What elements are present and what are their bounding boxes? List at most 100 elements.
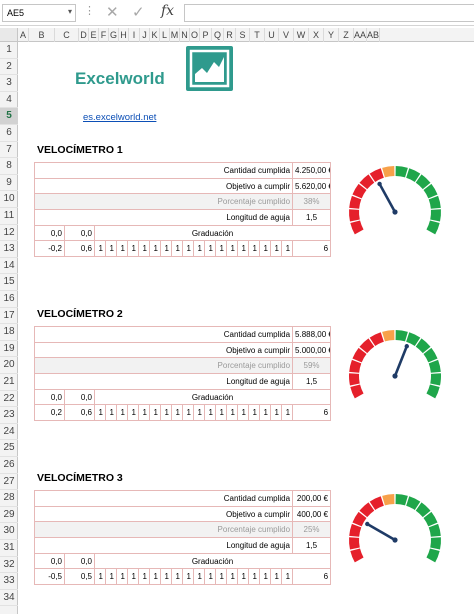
row-header-6[interactable]: 6 <box>0 125 18 142</box>
objetivo-cell[interactable]: 5.000,00 € <box>292 341 332 359</box>
column-header-v[interactable]: V <box>279 28 294 42</box>
graduation-cell[interactable]: 1 <box>171 568 183 586</box>
column-header-d[interactable]: D <box>79 28 89 42</box>
row-header-26[interactable]: 26 <box>0 457 18 474</box>
column-header-f[interactable]: F <box>99 28 109 42</box>
graduation-cell[interactable]: 1 <box>248 404 260 422</box>
graduation-cell[interactable]: 1 <box>94 240 106 258</box>
porcentaje-cell[interactable]: 25% <box>292 521 332 539</box>
graduation-cell[interactable]: 6 <box>292 404 332 422</box>
graduation-cell[interactable]: 1 <box>116 568 128 586</box>
graduation-cell[interactable]: 1 <box>280 568 294 586</box>
chevron-down-icon[interactable]: ▾ <box>67 7 72 16</box>
objetivo-cell[interactable]: 5.620,00 € <box>292 177 332 195</box>
graduation-cell[interactable]: 1 <box>280 404 294 422</box>
graduation-cell[interactable]: 1 <box>138 568 150 586</box>
row-header-20[interactable]: 20 <box>0 357 18 374</box>
cantidad-cell[interactable]: 200,00 € <box>292 490 332 507</box>
row-header-21[interactable]: 21 <box>0 374 18 391</box>
row-header-15[interactable]: 15 <box>0 274 18 291</box>
graduation-cell[interactable]: 6 <box>292 240 332 258</box>
graduation-cell[interactable]: 1 <box>127 404 139 422</box>
graduation-cell[interactable]: 1 <box>270 404 282 422</box>
cell[interactable]: 0,0 <box>64 224 95 242</box>
graduation-cell[interactable]: 1 <box>226 240 238 258</box>
column-header-j[interactable]: J <box>140 28 150 42</box>
cantidad-cell[interactable]: 4.250,00 € <box>292 162 332 179</box>
row-header-9[interactable]: 9 <box>0 175 18 192</box>
graduation-cell[interactable]: 1 <box>160 404 172 422</box>
graduation-cell[interactable]: 1 <box>94 568 106 586</box>
graduation-cell[interactable]: 0,2 <box>34 404 65 422</box>
graduation-cell[interactable]: 1 <box>237 568 249 586</box>
row-header-5[interactable]: 5 <box>0 108 18 125</box>
column-header-y[interactable]: Y <box>324 28 339 42</box>
graduation-cell[interactable]: 1 <box>171 404 183 422</box>
graduation-cell[interactable]: 1 <box>248 568 260 586</box>
graduation-cell[interactable]: 1 <box>193 240 205 258</box>
graduation-cell[interactable]: 1 <box>116 404 128 422</box>
row-header-32[interactable]: 32 <box>0 557 18 574</box>
graduation-cell[interactable]: 1 <box>138 240 150 258</box>
column-header-r[interactable]: R <box>224 28 236 42</box>
graduation-cell[interactable]: 1 <box>182 240 194 258</box>
graduation-cell[interactable]: 1 <box>215 240 227 258</box>
row-header-19[interactable]: 19 <box>0 341 18 358</box>
column-header-h[interactable]: H <box>119 28 129 42</box>
graduation-cell[interactable]: 0,5 <box>64 568 95 586</box>
column-header-s[interactable]: S <box>236 28 250 42</box>
column-header-w[interactable]: W <box>294 28 309 42</box>
column-header-z[interactable]: Z <box>339 28 354 42</box>
row-header-25[interactable]: 25 <box>0 440 18 457</box>
row-header-18[interactable]: 18 <box>0 324 18 341</box>
graduation-cell[interactable]: 1 <box>160 240 172 258</box>
insert-function-icon[interactable]: fx <box>161 3 175 19</box>
cantidad-cell[interactable]: 5.888,00 € <box>292 326 332 343</box>
row-header-2[interactable]: 2 <box>0 59 18 76</box>
cell[interactable]: 0,0 <box>64 388 95 406</box>
graduation-cell[interactable]: 1 <box>105 568 117 586</box>
graduation-cell[interactable]: 1 <box>270 240 282 258</box>
cell[interactable]: 0,0 <box>64 552 95 570</box>
graduation-cell[interactable]: 1 <box>182 404 194 422</box>
graduation-cell[interactable]: 1 <box>149 404 161 422</box>
column-header-ab[interactable]: AB <box>367 28 380 42</box>
column-header-u[interactable]: U <box>265 28 279 42</box>
row-header-23[interactable]: 23 <box>0 407 18 424</box>
graduation-cell[interactable]: 1 <box>193 568 205 586</box>
graduation-cell[interactable]: 1 <box>259 568 271 586</box>
graduation-cell[interactable]: 1 <box>105 404 117 422</box>
longitud-cell[interactable]: 1,5 <box>292 209 332 226</box>
row-header-33[interactable]: 33 <box>0 573 18 590</box>
row-header-29[interactable]: 29 <box>0 507 18 524</box>
column-header-c[interactable]: C <box>55 28 79 42</box>
cell[interactable]: 0,0 <box>34 388 65 406</box>
column-header-g[interactable]: G <box>109 28 119 42</box>
graduation-cell[interactable]: 1 <box>280 240 294 258</box>
row-header-31[interactable]: 31 <box>0 540 18 557</box>
graduation-cell[interactable]: 1 <box>215 404 227 422</box>
column-header-o[interactable]: O <box>190 28 200 42</box>
column-header-q[interactable]: Q <box>212 28 224 42</box>
row-header-1[interactable]: 1 <box>0 42 18 59</box>
graduation-cell[interactable]: 0,6 <box>64 404 95 422</box>
column-header-e[interactable]: E <box>89 28 99 42</box>
row-header-3[interactable]: 3 <box>0 75 18 92</box>
row-header-16[interactable]: 16 <box>0 291 18 308</box>
row-header-17[interactable]: 17 <box>0 308 18 325</box>
column-header-p[interactable]: P <box>200 28 212 42</box>
row-header-12[interactable]: 12 <box>0 225 18 242</box>
graduation-cell[interactable]: 1 <box>182 568 194 586</box>
row-header-14[interactable]: 14 <box>0 258 18 275</box>
cancel-icon[interactable]: ✕ <box>106 4 119 21</box>
column-header-i[interactable]: I <box>129 28 140 42</box>
graduation-cell[interactable]: 1 <box>226 568 238 586</box>
cell[interactable]: 0,0 <box>34 552 65 570</box>
graduation-cell[interactable]: 1 <box>204 240 216 258</box>
graduation-cell[interactable]: 1 <box>237 240 249 258</box>
graduation-cell[interactable]: 1 <box>237 404 249 422</box>
column-header-n[interactable]: N <box>180 28 190 42</box>
graduation-cell[interactable]: 1 <box>160 568 172 586</box>
graduation-cell[interactable]: 1 <box>105 240 117 258</box>
graduation-cell[interactable]: 1 <box>204 568 216 586</box>
